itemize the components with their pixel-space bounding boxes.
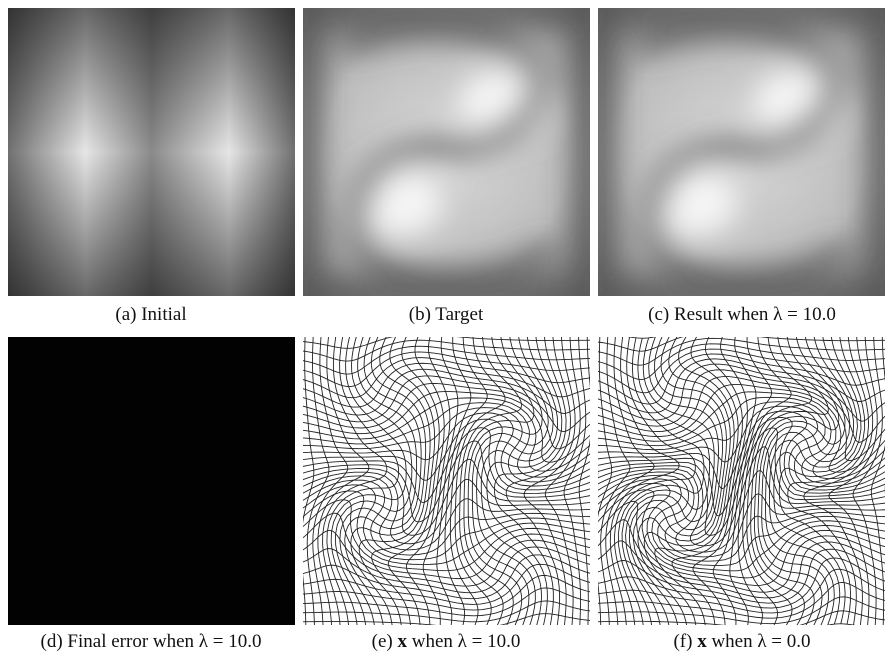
grid-curve: [297, 327, 596, 336]
caption-part: (f): [673, 631, 697, 652]
image-target: [303, 8, 590, 296]
caption-part: when λ = 10.0: [407, 631, 520, 652]
grid-curve: [592, 331, 599, 630]
caption: (c) Result when λ = 10.0: [648, 304, 836, 325]
image-error: [8, 337, 295, 625]
image-initial: [8, 8, 295, 296]
image-grid-f: [588, 326, 886, 636]
caption: (d) Final error when λ = 10.0: [41, 631, 262, 652]
caption-part: (e): [372, 631, 398, 652]
caption-part: x: [697, 631, 707, 652]
caption: (b) Target: [409, 304, 484, 325]
image-result: [598, 8, 885, 296]
grid-curve: [592, 326, 886, 338]
caption-part: when λ = 0.0: [707, 631, 811, 652]
caption-part: x: [398, 631, 408, 652]
caption: (f) x when λ = 0.0: [673, 631, 810, 652]
image-grid-e: [294, 327, 599, 635]
caption: (e) x when λ = 10.0: [372, 631, 521, 652]
caption: (a) Initial: [115, 304, 186, 325]
grid-curve: [294, 332, 301, 631]
figure: (a) Initial (b) Target (c) Result when λ…: [0, 0, 886, 652]
